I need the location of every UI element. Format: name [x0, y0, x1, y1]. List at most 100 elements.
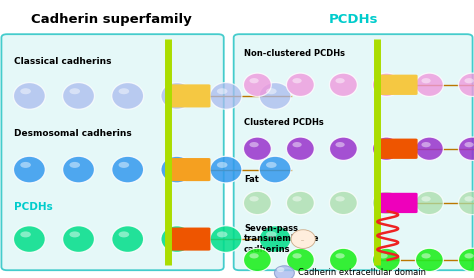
Ellipse shape: [286, 248, 314, 272]
Ellipse shape: [13, 83, 46, 109]
Ellipse shape: [259, 156, 291, 183]
Ellipse shape: [329, 73, 357, 96]
FancyBboxPatch shape: [378, 75, 418, 95]
Ellipse shape: [329, 248, 357, 272]
Ellipse shape: [458, 137, 474, 160]
Ellipse shape: [458, 73, 474, 96]
Ellipse shape: [292, 253, 302, 259]
Ellipse shape: [274, 266, 294, 278]
Ellipse shape: [13, 226, 46, 252]
FancyBboxPatch shape: [171, 84, 210, 107]
Ellipse shape: [378, 78, 388, 83]
Ellipse shape: [421, 142, 431, 147]
Text: Cadherin extracellular domain: Cadherin extracellular domain: [298, 269, 426, 277]
Ellipse shape: [266, 162, 277, 168]
Ellipse shape: [336, 253, 345, 259]
Ellipse shape: [249, 142, 259, 147]
Ellipse shape: [259, 83, 291, 109]
Ellipse shape: [277, 267, 284, 272]
Text: Fat: Fat: [244, 175, 259, 184]
FancyBboxPatch shape: [171, 227, 210, 251]
Text: Non-clustered PCDHs: Non-clustered PCDHs: [244, 49, 345, 58]
Ellipse shape: [161, 156, 193, 183]
Ellipse shape: [458, 248, 474, 272]
Ellipse shape: [217, 88, 228, 94]
Ellipse shape: [336, 196, 345, 202]
Text: Desmosomal cadherins: Desmosomal cadherins: [14, 129, 132, 138]
Ellipse shape: [266, 231, 277, 237]
Ellipse shape: [415, 191, 443, 215]
Ellipse shape: [244, 137, 271, 160]
Ellipse shape: [292, 78, 302, 83]
Ellipse shape: [421, 196, 431, 202]
FancyBboxPatch shape: [171, 158, 210, 181]
Ellipse shape: [63, 226, 94, 252]
Ellipse shape: [329, 191, 357, 215]
Text: PCDHs: PCDHs: [328, 13, 378, 26]
Ellipse shape: [168, 231, 178, 237]
Ellipse shape: [161, 83, 193, 109]
Ellipse shape: [378, 142, 388, 147]
Ellipse shape: [112, 83, 144, 109]
Ellipse shape: [378, 253, 388, 259]
Ellipse shape: [465, 253, 474, 259]
Ellipse shape: [465, 196, 474, 202]
Ellipse shape: [373, 191, 401, 215]
Ellipse shape: [168, 162, 178, 168]
Ellipse shape: [286, 73, 314, 96]
Text: Cadherin superfamily: Cadherin superfamily: [31, 13, 192, 26]
Ellipse shape: [373, 73, 401, 96]
Ellipse shape: [465, 142, 474, 147]
Ellipse shape: [13, 156, 46, 183]
Ellipse shape: [63, 156, 94, 183]
Ellipse shape: [118, 88, 129, 94]
Ellipse shape: [20, 231, 31, 237]
Ellipse shape: [373, 137, 401, 160]
FancyBboxPatch shape: [378, 193, 418, 213]
Ellipse shape: [415, 248, 443, 272]
FancyBboxPatch shape: [378, 138, 418, 159]
Ellipse shape: [286, 191, 314, 215]
Ellipse shape: [415, 137, 443, 160]
Ellipse shape: [465, 78, 474, 83]
Ellipse shape: [421, 253, 431, 259]
Ellipse shape: [292, 142, 302, 147]
Ellipse shape: [217, 231, 228, 237]
Ellipse shape: [69, 88, 80, 94]
Ellipse shape: [112, 226, 144, 252]
Ellipse shape: [118, 231, 129, 237]
Ellipse shape: [210, 156, 242, 183]
Ellipse shape: [112, 156, 144, 183]
FancyBboxPatch shape: [234, 34, 473, 270]
Ellipse shape: [210, 83, 242, 109]
Text: Clustered PCDHs: Clustered PCDHs: [244, 118, 324, 127]
Ellipse shape: [336, 78, 345, 83]
Ellipse shape: [20, 162, 31, 168]
Ellipse shape: [415, 73, 443, 96]
Ellipse shape: [259, 226, 291, 252]
Ellipse shape: [244, 73, 271, 96]
Ellipse shape: [421, 78, 431, 83]
Ellipse shape: [20, 88, 31, 94]
Text: Classical cadherins: Classical cadherins: [14, 57, 112, 66]
Ellipse shape: [244, 248, 271, 272]
Ellipse shape: [249, 253, 259, 259]
Ellipse shape: [69, 162, 80, 168]
Ellipse shape: [286, 137, 314, 160]
Ellipse shape: [249, 78, 259, 83]
Ellipse shape: [329, 137, 357, 160]
Ellipse shape: [266, 88, 277, 94]
FancyBboxPatch shape: [1, 34, 224, 270]
Ellipse shape: [458, 191, 474, 215]
Ellipse shape: [118, 162, 129, 168]
Ellipse shape: [210, 226, 242, 252]
Ellipse shape: [161, 226, 193, 252]
Ellipse shape: [217, 162, 228, 168]
Ellipse shape: [244, 191, 271, 215]
Text: PCDHs: PCDHs: [14, 202, 53, 212]
Ellipse shape: [249, 196, 259, 202]
Ellipse shape: [336, 142, 345, 147]
Ellipse shape: [63, 83, 94, 109]
Ellipse shape: [292, 196, 302, 202]
Ellipse shape: [291, 230, 315, 249]
